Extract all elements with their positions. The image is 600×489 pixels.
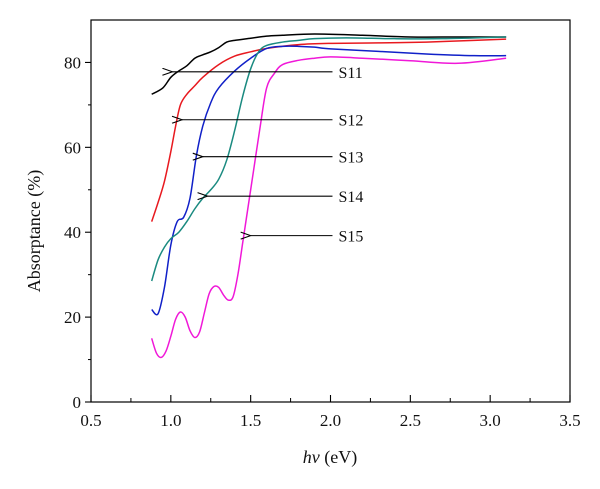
x-tick-label: 2.0 <box>320 411 341 430</box>
x-tick-label: 1.0 <box>160 411 181 430</box>
annotation-label-s12: S12 <box>338 113 363 130</box>
series-line-s12 <box>150 38 507 222</box>
y-tick-label: 40 <box>64 223 81 242</box>
series-line-s11 <box>151 33 507 95</box>
plot-frame <box>90 19 571 403</box>
series-layer <box>150 33 507 359</box>
annotation-label-s14: S14 <box>338 189 363 206</box>
y-tick-label: 80 <box>64 53 81 72</box>
x-tick-label: 1.5 <box>240 411 261 430</box>
series-line-s14 <box>150 36 507 282</box>
annotation-layer: S11 S12 S13 S14 S15 <box>172 65 363 246</box>
x-axis-ticks: 0.5 1.0 1.5 2.0 2.5 3.0 3.5 <box>80 395 581 430</box>
annotation-label-s11: S11 <box>338 65 362 82</box>
series-line-s15 <box>150 56 507 359</box>
y-tick-label: 0 <box>73 393 82 412</box>
x-axis-title: hν (eV) <box>303 447 357 468</box>
y-tick-label: 20 <box>64 308 81 327</box>
x-tick-label: 3.5 <box>559 411 580 430</box>
x-tick-label: 2.5 <box>400 411 421 430</box>
x-tick-label: 0.5 <box>80 411 101 430</box>
y-axis-title: Absorptance (%) <box>24 170 45 292</box>
y-axis-ticks: 0 20 40 60 80 <box>64 53 91 412</box>
series-line-s13 <box>151 45 507 316</box>
annotation-label-s15: S15 <box>338 229 363 246</box>
x-axis-title-unit: (eV) <box>320 447 357 468</box>
y-tick-label: 60 <box>64 138 81 157</box>
x-tick-label: 3.0 <box>480 411 501 430</box>
x-axis-title-symbol: hν <box>303 447 320 467</box>
annotation-label-s13: S13 <box>338 150 363 167</box>
